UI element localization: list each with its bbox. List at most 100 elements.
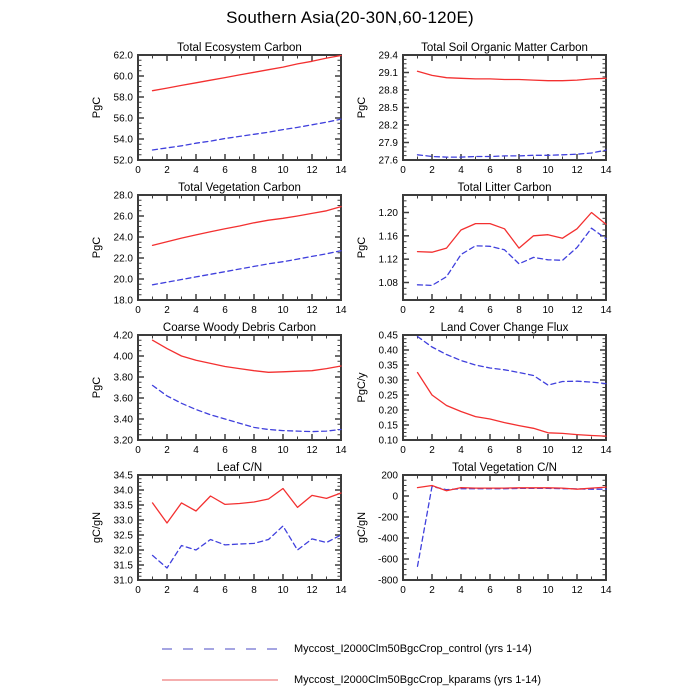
y-tick-label: 31.0: [114, 576, 134, 587]
chart-title: Total Vegetation C/N: [452, 462, 557, 474]
x-tick-label: 14: [600, 585, 612, 596]
chart-panel-total-vegetation-cn: Total Vegetation C/N gC/gN 0 2 4 6 8 10 12 14 -800…: [353, 460, 619, 600]
y-tick-label: 1.20: [379, 208, 399, 219]
series-line-control: [151, 250, 342, 286]
plot-frame: [402, 194, 607, 301]
y-tick-label: 34.5: [114, 471, 134, 482]
y-tick-label: -600: [378, 555, 398, 566]
x-tick-label: 0: [400, 165, 406, 176]
y-axis-label: gC/gN: [91, 512, 103, 543]
series-line-control: [151, 118, 342, 151]
y-tick-label: 28.8: [379, 86, 399, 97]
y-tick-label: -200: [378, 513, 398, 524]
y-tick-label: 3.40: [114, 415, 134, 426]
plot-svg: Total Soil Organic Matter Carbon PgC 0 2 4 6 8…: [356, 42, 612, 176]
y-tick-label: 0.30: [379, 376, 399, 387]
x-tick-label: 2: [164, 585, 170, 596]
y-tick-label: 3.60: [114, 394, 134, 405]
x-tick-label: 8: [516, 445, 522, 456]
chart-title: Land Cover Change Flux: [441, 322, 569, 334]
x-tick-label: 4: [458, 165, 464, 176]
y-tick-label: 28.2: [379, 121, 399, 132]
series-line-kparams: [151, 205, 342, 247]
x-tick-label: 4: [193, 445, 199, 456]
x-tick-label: 4: [193, 165, 199, 176]
x-tick-label: 12: [571, 585, 583, 596]
legend-dashed-line-icon: [162, 647, 278, 650]
plot-frame: [402, 334, 607, 441]
legend-label-control: Myccost_I2000Clm50BgcCrop_control (yrs 1…: [294, 642, 532, 655]
series-line-kparams: [416, 371, 607, 437]
series-line-kparams: [416, 211, 607, 253]
x-tick-label: 6: [487, 305, 493, 316]
y-axis-label: PgC: [91, 97, 103, 118]
plot-svg: Total Ecosystem Carbon PgC 0 2 4 6 8 10 12 14 52.0…: [91, 42, 347, 176]
y-tick-label: 18.0: [114, 296, 134, 307]
plot-frame: [402, 54, 607, 161]
x-tick-label: 8: [251, 165, 257, 176]
x-tick-label: 8: [516, 305, 522, 316]
y-tick-label: 52.0: [114, 156, 134, 167]
x-tick-label: 2: [429, 305, 435, 316]
x-tick-label: 2: [429, 445, 435, 456]
x-tick-label: 14: [335, 585, 347, 596]
x-tick-label: 2: [164, 445, 170, 456]
series-line-control: [416, 485, 607, 567]
chart-title: Coarse Woody Debris Carbon: [163, 322, 316, 334]
x-tick-label: 0: [135, 445, 141, 456]
x-tick-label: 6: [222, 165, 228, 176]
y-tick-label: 4.00: [114, 352, 134, 363]
x-tick-label: 0: [135, 165, 141, 176]
y-tick-label: 1.12: [379, 255, 399, 266]
series-line-control: [151, 525, 342, 569]
chart-title: Total Ecosystem Carbon: [177, 42, 302, 54]
x-tick-label: 12: [571, 305, 583, 316]
x-tick-label: 0: [400, 445, 406, 456]
x-tick-label: 2: [164, 305, 170, 316]
y-tick-label: 33.5: [114, 501, 134, 512]
series-line-kparams: [416, 70, 607, 82]
x-tick-label: 8: [516, 585, 522, 596]
x-tick-label: 10: [277, 585, 289, 596]
x-tick-label: 8: [251, 445, 257, 456]
x-tick-label: 8: [251, 305, 257, 316]
x-tick-label: 0: [400, 585, 406, 596]
series-line-kparams: [151, 339, 342, 373]
y-tick-label: 1.16: [379, 231, 399, 242]
y-tick-label: 20.0: [114, 275, 134, 286]
y-tick-label: 26.0: [114, 212, 134, 223]
x-tick-label: 8: [251, 585, 257, 596]
y-tick-label: 3.20: [114, 436, 134, 447]
x-tick-label: 10: [542, 165, 554, 176]
series-line-control: [416, 335, 607, 386]
y-tick-label: 58.0: [114, 93, 134, 104]
x-tick-label: 2: [429, 585, 435, 596]
plot-svg: Leaf C/N gC/gN 0 2 4 6 8 10 12 14 31.0 31.5 32.0 32.5…: [91, 462, 347, 596]
y-tick-label: 1.08: [379, 278, 399, 289]
y-tick-label: 24.0: [114, 233, 134, 244]
y-axis-label: PgC: [356, 237, 368, 258]
series-line-kparams: [416, 484, 607, 492]
plot-svg: Land Cover Change Flux PgC/y 0 2 4 6 8 10 12 14 0.…: [356, 322, 612, 456]
x-tick-label: 2: [429, 165, 435, 176]
y-axis-label: PgC: [356, 97, 368, 118]
series-line-kparams: [151, 54, 342, 92]
x-tick-label: 10: [542, 445, 554, 456]
chart-panel-total-litter-carbon: Total Litter Carbon PgC 0 2 4 6 8 10 12 14 1.08 1.1…: [353, 180, 619, 320]
chart-title: Leaf C/N: [217, 462, 262, 474]
y-tick-label: 0.20: [379, 406, 399, 417]
x-tick-label: 14: [600, 445, 612, 456]
chart-panel-coarse-woody-debris-carbon: Coarse Woody Debris Carbon PgC 0 2 4 6 8 10 12 14…: [88, 320, 354, 460]
chart-panel-leaf-cn: Leaf C/N gC/gN 0 2 4 6 8 10 12 14 31.0 31.5 32.0 32.5…: [88, 460, 354, 600]
y-tick-label: 22.0: [114, 254, 134, 265]
plot-svg: Total Vegetation Carbon PgC 0 2 4 6 8 10 12 14 18.…: [91, 182, 347, 316]
chart-title: Total Vegetation Carbon: [178, 182, 301, 194]
chart-panel-total-soil-organic-matter-carbon: Total Soil Organic Matter Carbon PgC 0 2 4 6 8…: [353, 40, 619, 180]
y-axis-label: PgC: [91, 237, 103, 258]
plot-frame: [137, 194, 342, 301]
x-tick-label: 4: [458, 585, 464, 596]
x-tick-label: 14: [600, 165, 612, 176]
y-axis-label: gC/gN: [356, 512, 368, 543]
x-tick-label: 12: [306, 165, 318, 176]
y-tick-label: 0.25: [379, 391, 399, 402]
